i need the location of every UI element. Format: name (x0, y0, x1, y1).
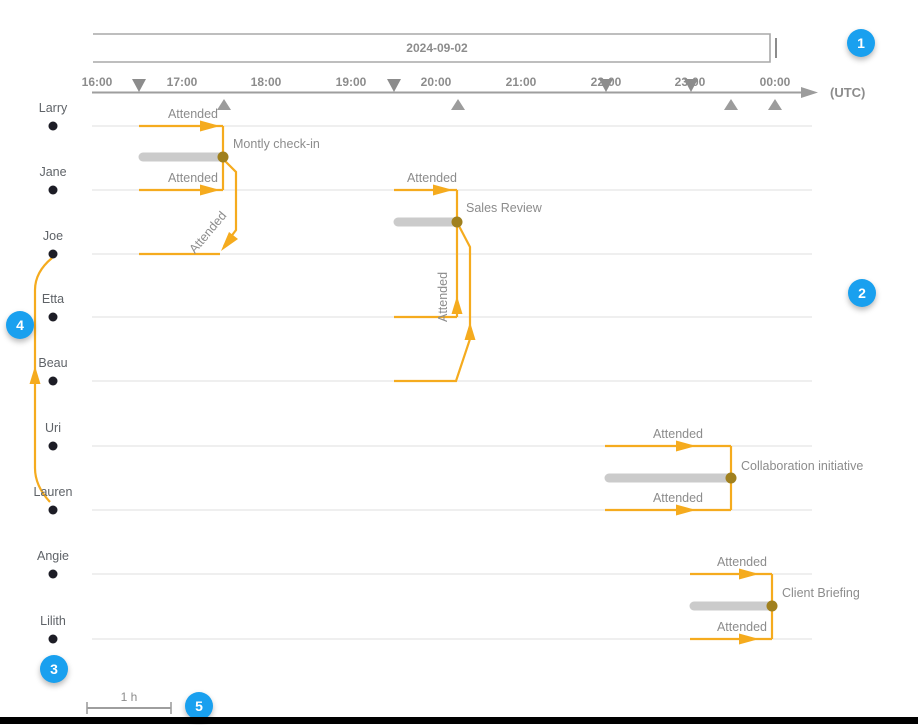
tick-1600: 16:00 (82, 75, 113, 89)
tick-1900: 19:00 (336, 75, 367, 89)
person-node[interactable] (48, 249, 58, 259)
row-lines (92, 125, 812, 640)
event-title: Collaboration initiative (741, 459, 863, 473)
tick-1700: 17:00 (167, 75, 198, 89)
person-link-arrowhead-icon (29, 366, 41, 384)
callout-badge-3: 3 (40, 655, 68, 683)
event-node[interactable] (217, 151, 229, 163)
attended-arrowhead-icon (221, 232, 238, 251)
person-node[interactable] (48, 376, 58, 386)
date-range-selector[interactable]: 2024-09-02 (93, 33, 777, 63)
attended-label: Attended (168, 171, 218, 185)
attended-arrowhead-icon (676, 504, 696, 516)
bottom-edge-divider (0, 717, 918, 724)
callout-badge-4: 4 (6, 311, 34, 339)
event-node[interactable] (766, 600, 778, 612)
tick-2100: 21:00 (506, 75, 537, 89)
tick-0000: 00:00 (760, 75, 791, 89)
event-end-marker-icon (217, 99, 231, 110)
attended-arrowhead-icon (433, 184, 453, 196)
person-label: Larry (39, 101, 68, 115)
attended-arrowhead-icon (451, 296, 463, 314)
callout-badge-5: 5 (185, 692, 213, 720)
event-end-marker-icon (768, 99, 782, 110)
date-label: 2024-09-02 (406, 41, 468, 55)
attended-arrowhead-icon (739, 568, 759, 580)
event-sales-review: Attended Attended Sales Review (393, 171, 543, 383)
date-bracket-outline[interactable] (93, 33, 771, 63)
callout-badge-2: 2 (848, 279, 876, 307)
event-node[interactable] (725, 472, 737, 484)
event-title: Sales Review (466, 201, 543, 215)
person-label: Jane (39, 165, 66, 179)
person-node[interactable] (48, 121, 58, 131)
attended-label: Attended (168, 107, 218, 121)
event-start-marker-icon (387, 79, 401, 92)
person-node[interactable] (48, 185, 58, 195)
person-label: Angie (37, 549, 69, 563)
attended-label: Attended (407, 171, 457, 185)
person-node[interactable] (48, 634, 58, 644)
person-label: Lauren (34, 485, 73, 499)
attended-arrowhead-icon (676, 440, 696, 452)
attended-label: Attended (717, 555, 767, 569)
scale-bar: 1 h (86, 690, 172, 714)
person-node[interactable] (48, 505, 58, 515)
people-column: Larry Jane Joe Etta Beau Uri Lauren Angi… (34, 101, 73, 644)
utc-label: (UTC) (830, 85, 865, 100)
event-client-briefing: Attended Attended Client Briefing (689, 555, 860, 645)
attended-arrowhead-icon (200, 120, 220, 132)
person-link-lauren-joe[interactable] (29, 257, 53, 503)
event-title: Client Briefing (782, 586, 860, 600)
person-label: Uri (45, 421, 61, 435)
attended-arrowhead-icon (739, 633, 759, 645)
event-start-marker-icon (132, 79, 146, 92)
attended-arrowhead-icon (464, 322, 476, 340)
event-start-marker-icon (599, 79, 613, 92)
person-label: Etta (42, 292, 64, 306)
person-label: Beau (38, 356, 67, 370)
event-end-marker-icon (451, 99, 465, 110)
attended-label-rotated: Attended (436, 272, 450, 322)
tick-1800: 18:00 (251, 75, 282, 89)
person-label: Joe (43, 229, 63, 243)
callout-badge-1: 1 (847, 29, 875, 57)
tick-2000: 20:00 (421, 75, 452, 89)
scale-bar-label: 1 h (121, 690, 138, 704)
person-label: Lilith (40, 614, 66, 628)
event-montly-check-in: Attended Attended Attended Montly check-… (138, 107, 320, 256)
time-axis: (UTC) 16:00 17:00 18:00 19:00 20:00 21:0… (82, 75, 865, 110)
person-node[interactable] (48, 312, 58, 322)
event-end-marker-icon (724, 99, 738, 110)
event-title: Montly check-in (233, 137, 320, 151)
attended-label: Attended (653, 427, 703, 441)
attended-arrowhead-icon (200, 184, 220, 196)
event-collaboration-initiative: Attended Attended Collaboration initiati… (604, 427, 863, 516)
event-start-marker-icon (684, 79, 698, 92)
person-node[interactable] (48, 441, 58, 451)
person-node[interactable] (48, 569, 58, 579)
attended-label: Attended (653, 491, 703, 505)
attended-label: Attended (717, 620, 767, 634)
event-node[interactable] (451, 216, 463, 228)
time-axis-arrow-icon (801, 87, 818, 98)
